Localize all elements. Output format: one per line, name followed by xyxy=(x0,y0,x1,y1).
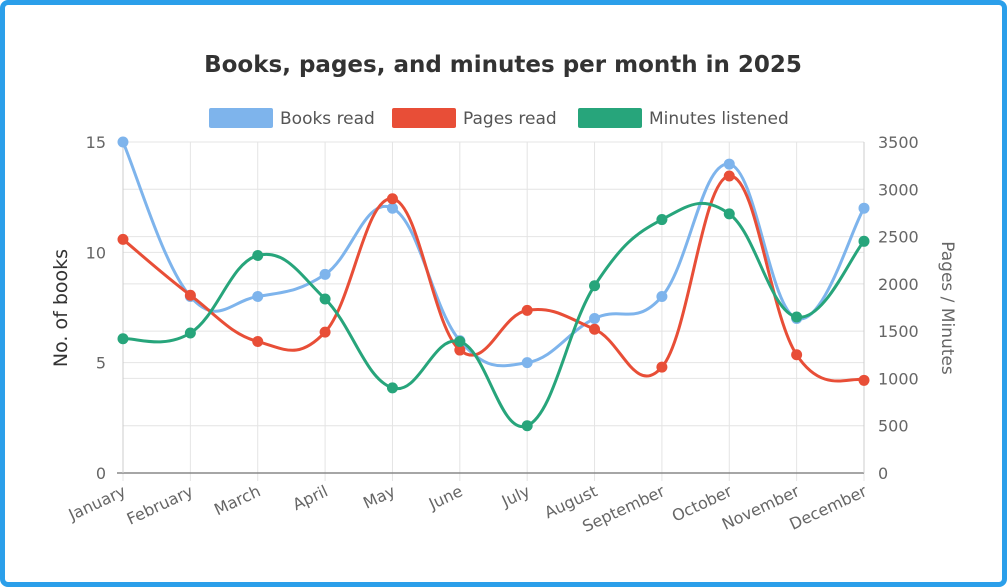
data-point xyxy=(858,235,870,247)
data-point xyxy=(117,333,129,345)
data-point xyxy=(589,313,601,325)
left-tick-label: 10 xyxy=(86,243,106,262)
right-tick-label: 2000 xyxy=(878,275,919,294)
right-axis-title: Pages / Minutes xyxy=(937,241,957,375)
data-point xyxy=(117,136,129,148)
x-tick-label: January xyxy=(65,481,129,524)
x-tick-label: February xyxy=(124,481,196,528)
x-tick-label: June xyxy=(425,481,466,513)
right-tick-label: 1000 xyxy=(878,369,919,388)
data-point xyxy=(117,233,129,245)
data-point xyxy=(184,327,196,339)
legend-label: Pages read xyxy=(463,109,557,129)
data-point xyxy=(319,268,331,280)
data-point xyxy=(319,293,331,305)
chart-title: Books, pages, and minutes per month in 2… xyxy=(204,52,802,78)
right-tick-label: 500 xyxy=(878,417,909,436)
legend-swatch xyxy=(392,108,456,128)
data-point xyxy=(723,170,735,182)
data-point xyxy=(791,349,803,361)
left-tick-label: 15 xyxy=(86,133,106,152)
left-tick-label: 5 xyxy=(96,354,106,373)
right-tick-label: 0 xyxy=(878,464,888,483)
legend-swatch xyxy=(209,108,273,128)
right-tick-label: 3500 xyxy=(878,133,919,152)
data-point xyxy=(319,326,331,338)
data-point xyxy=(521,304,533,316)
x-tick-label: March xyxy=(211,481,263,519)
legend-swatch xyxy=(578,108,642,128)
right-tick-label: 3000 xyxy=(878,180,919,199)
data-point xyxy=(252,290,264,302)
data-point xyxy=(656,290,668,302)
series-line xyxy=(121,141,866,368)
legend-label: Books read xyxy=(280,109,375,129)
left-axis-title: No. of books xyxy=(50,249,72,367)
data-point xyxy=(723,208,735,220)
data-point xyxy=(858,374,870,386)
data-point xyxy=(656,214,668,226)
data-point xyxy=(454,344,466,356)
data-point xyxy=(386,193,398,205)
data-point xyxy=(386,382,398,394)
data-point xyxy=(521,357,533,369)
right-tick-label: 2500 xyxy=(878,228,919,247)
data-point xyxy=(521,420,533,432)
left-tick-label: 0 xyxy=(96,464,106,483)
x-tick-label: May xyxy=(360,481,398,512)
data-point xyxy=(386,202,398,214)
right-tick-label: 1500 xyxy=(878,322,919,341)
data-point xyxy=(858,202,870,214)
data-point xyxy=(184,289,196,301)
data-point xyxy=(791,311,803,323)
data-point xyxy=(252,249,264,261)
data-point xyxy=(252,336,264,348)
data-point xyxy=(723,158,735,170)
data-point xyxy=(589,280,601,292)
x-tick-label: July xyxy=(498,481,533,511)
data-point xyxy=(454,336,466,348)
legend-label: Minutes listened xyxy=(649,109,789,129)
x-tick-label: April xyxy=(290,481,331,514)
data-point xyxy=(589,323,601,335)
data-point xyxy=(656,361,668,373)
x-tick-label: December xyxy=(786,481,870,533)
